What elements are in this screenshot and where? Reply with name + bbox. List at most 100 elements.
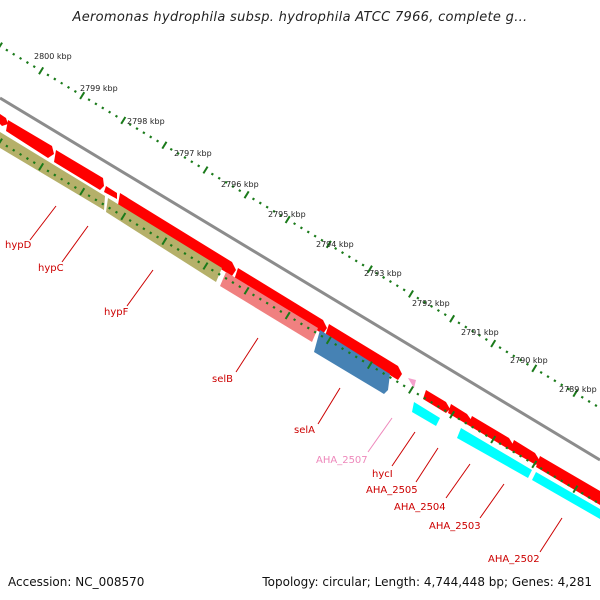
inner-tick-mark <box>423 396 427 400</box>
outer-tick-mark <box>490 339 497 348</box>
gene-arrow[interactable] <box>448 404 472 425</box>
inner-tick-mark <box>217 272 221 276</box>
inner-tick-mark <box>525 458 529 462</box>
inner-tick-mark <box>464 421 468 425</box>
outer-tick-mark <box>505 350 509 354</box>
outer-tick-mark <box>395 284 399 288</box>
tick-label: 2796 kbp <box>221 180 259 189</box>
outer-tick-mark <box>416 296 420 300</box>
outer-tick-mark <box>224 180 228 184</box>
inner-tick-mark <box>449 410 456 419</box>
cds-band-right <box>412 402 600 519</box>
cds-segment[interactable] <box>220 272 318 342</box>
gene-arrow[interactable] <box>536 456 600 505</box>
inner-tick-mark <box>0 138 3 144</box>
gene-label-AHA_2503[interactable]: AHA_2503 <box>429 521 481 532</box>
inner-tick-mark <box>202 262 209 270</box>
outer-tick-ring <box>0 42 598 408</box>
inner-tick-mark <box>361 359 365 363</box>
outer-tick-mark <box>334 247 338 250</box>
outer-tick-mark <box>265 205 269 209</box>
inner-tick-mark <box>149 231 153 235</box>
outer-tick-mark <box>382 275 386 279</box>
inner-tick-mark <box>320 334 324 338</box>
outer-tick-mark <box>354 259 358 263</box>
gene-arrow[interactable] <box>104 186 117 199</box>
outer-tick-mark <box>402 288 406 292</box>
gene-label-hypF[interactable]: hypF <box>104 307 129 318</box>
inner-tick-mark <box>347 351 351 355</box>
outer-tick-mark <box>525 362 529 366</box>
gene-label-AHA_2505[interactable]: AHA_2505 <box>366 485 418 496</box>
outer-tick-mark <box>375 271 379 275</box>
outer-tick-mark <box>539 370 543 374</box>
inner-tick-mark <box>395 380 399 384</box>
outer-tick-mark <box>251 197 255 201</box>
inner-tick-mark <box>19 152 23 156</box>
gene-arrow[interactable] <box>118 193 236 276</box>
gene-arrow[interactable] <box>325 324 402 380</box>
gene-label-AHA_2504[interactable]: AHA_2504 <box>394 502 446 513</box>
outer-tick-mark <box>149 135 153 139</box>
tick-label: 2790 kbp <box>510 356 548 365</box>
outer-tick-mark <box>306 230 310 234</box>
cds-segment[interactable] <box>457 428 532 478</box>
inner-tick-mark <box>60 177 64 181</box>
inner-tick-mark <box>505 446 509 450</box>
inner-tick-mark <box>293 318 297 322</box>
tick-label: 2791 kbp <box>461 328 499 337</box>
outer-tick-mark <box>156 139 160 143</box>
outer-tick-mark <box>202 166 209 174</box>
cds-segment[interactable] <box>412 402 440 426</box>
gene-label-selB[interactable]: selB <box>212 374 233 385</box>
outer-tick-mark <box>279 213 283 217</box>
outer-tick-mark <box>443 313 447 317</box>
inner-tick-mark <box>512 450 516 454</box>
inner-tick-mark <box>484 433 488 437</box>
gene-label-hypD[interactable]: hypD <box>5 240 32 251</box>
connector-hypD <box>29 205 57 241</box>
gene-arrow[interactable] <box>510 440 540 465</box>
inner-tick-mark <box>46 169 50 173</box>
gene-arrow[interactable] <box>0 114 8 126</box>
cds-segment[interactable] <box>314 330 390 394</box>
inner-tick-mark <box>169 243 173 247</box>
inner-tick-mark <box>382 371 386 375</box>
aha2507-marker[interactable] <box>408 378 416 388</box>
inner-tick-mark <box>560 479 564 483</box>
outer-tick-mark <box>66 85 71 89</box>
gene-label-selA[interactable]: selA <box>294 425 315 436</box>
inner-tick-mark <box>176 247 180 251</box>
outer-tick-mark <box>60 81 64 85</box>
connector-AHA_2507 <box>367 417 393 453</box>
gene-arrow[interactable] <box>6 120 54 158</box>
tick-label: 2794 kbp <box>316 240 354 249</box>
outer-tick-mark <box>580 395 584 399</box>
tick-label: 2795 kbp <box>268 210 306 219</box>
outer-tick-mark <box>567 387 571 391</box>
gene-arrow[interactable] <box>234 268 327 334</box>
outer-tick-mark <box>238 189 242 193</box>
accession-text: Accession: NC_008570 <box>8 575 145 589</box>
gene-arrow[interactable] <box>54 150 104 190</box>
connector-AHA_2503 <box>479 483 505 519</box>
cds-segment[interactable] <box>0 132 105 210</box>
inner-tick-mark <box>498 442 502 446</box>
gene-label-AHA_2507[interactable]: AHA_2507 <box>316 455 368 466</box>
gene-label-AHA_2502[interactable]: AHA_2502 <box>488 554 540 565</box>
inner-tick-mark <box>32 161 36 165</box>
outer-tick-mark <box>32 65 36 69</box>
cds-segment[interactable] <box>532 472 600 519</box>
inner-tick-mark <box>243 286 250 295</box>
outer-tick-mark <box>272 209 276 213</box>
outer-tick-mark <box>197 164 201 168</box>
gene-arrow[interactable] <box>468 416 514 450</box>
gene-label-hypC[interactable]: hypC <box>38 263 64 274</box>
outer-tick-mark <box>135 127 139 131</box>
gene-label-hycI[interactable]: hycI <box>372 469 393 480</box>
gene-labels: hypD hypC hypF selB selA AHA_2507 hycI A… <box>5 240 540 565</box>
gene-arrow[interactable] <box>423 390 450 413</box>
outer-tick-mark <box>0 42 3 48</box>
outer-tick-mark <box>87 98 91 102</box>
